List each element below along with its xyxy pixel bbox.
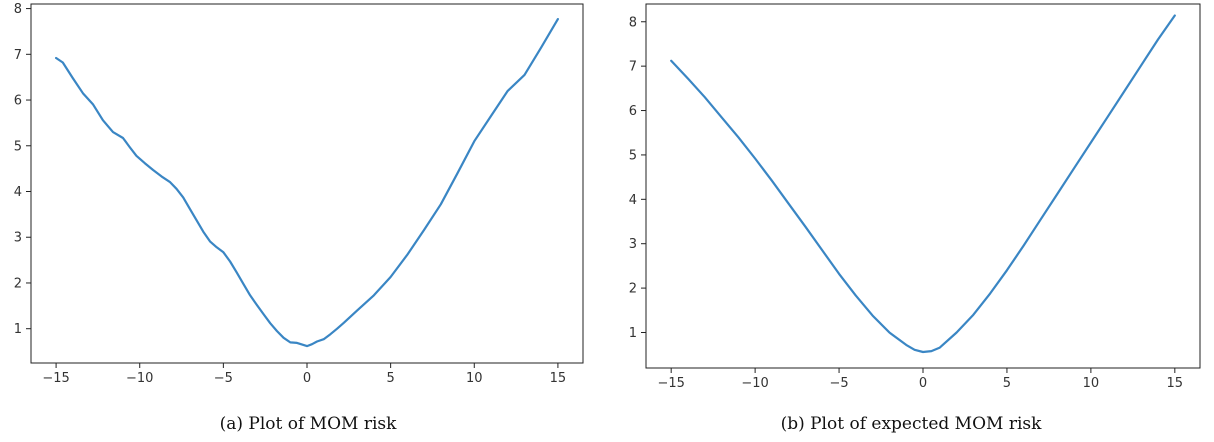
y-tick-label-b: 2 [629, 282, 637, 297]
x-tick-label-a: −15 [42, 371, 69, 386]
y-tick-label-b: 6 [629, 104, 637, 119]
axes-frame-b [645, 3, 1201, 369]
x-tick-label-a: 15 [550, 371, 567, 386]
y-tick-label-a: 3 [14, 231, 22, 246]
series-line-b [670, 14, 1176, 354]
x-tick-label-b: 15 [1167, 376, 1184, 391]
y-tick-label-a: 4 [14, 185, 22, 200]
y-tick-label-a: 8 [14, 2, 22, 17]
caption-a: (a) Plot of MOM risk [220, 414, 398, 434]
y-tick-label-b: 4 [629, 193, 637, 208]
series-line-a [54, 18, 560, 348]
y-tick-label-a: 5 [14, 139, 22, 154]
axes-frame-a [30, 3, 584, 364]
y-tick-label-a: 7 [14, 48, 22, 63]
x-tick-label-b: −10 [741, 376, 768, 391]
x-tick-label-a: −5 [214, 371, 233, 386]
y-tick-label-b: 3 [629, 237, 637, 252]
x-tick-label-a: 10 [466, 371, 483, 386]
y-tick-label-b: 5 [629, 148, 637, 163]
y-tick-label-a: 6 [14, 94, 22, 109]
x-tick-label-b: 0 [919, 376, 927, 391]
x-tick-label-a: −10 [126, 371, 153, 386]
chart-mom-risk: −15 −10 −5 0 5 10 15 1 2 3 4 5 6 7 8 [14, 2, 584, 386]
x-tick-label-a: 0 [303, 371, 311, 386]
x-tick-label-b: 10 [1083, 376, 1100, 391]
y-tick-label-a: 2 [14, 276, 22, 291]
x-tick-label-b: 5 [1003, 376, 1011, 391]
y-tick-label-b: 1 [629, 326, 637, 341]
x-tick-label-a: 5 [386, 371, 394, 386]
caption-b: (b) Plot of expected MOM risk [781, 414, 1043, 434]
x-tick-label-b: −15 [657, 376, 684, 391]
x-tick-label-b: −5 [829, 376, 848, 391]
y-tick-label-a: 1 [14, 322, 22, 337]
y-tick-label-b: 8 [629, 15, 637, 30]
chart-expected-mom-risk: −15 −10 −5 0 5 10 15 1 2 3 4 5 6 7 8 [629, 3, 1201, 391]
y-tick-label-b: 7 [629, 60, 637, 75]
